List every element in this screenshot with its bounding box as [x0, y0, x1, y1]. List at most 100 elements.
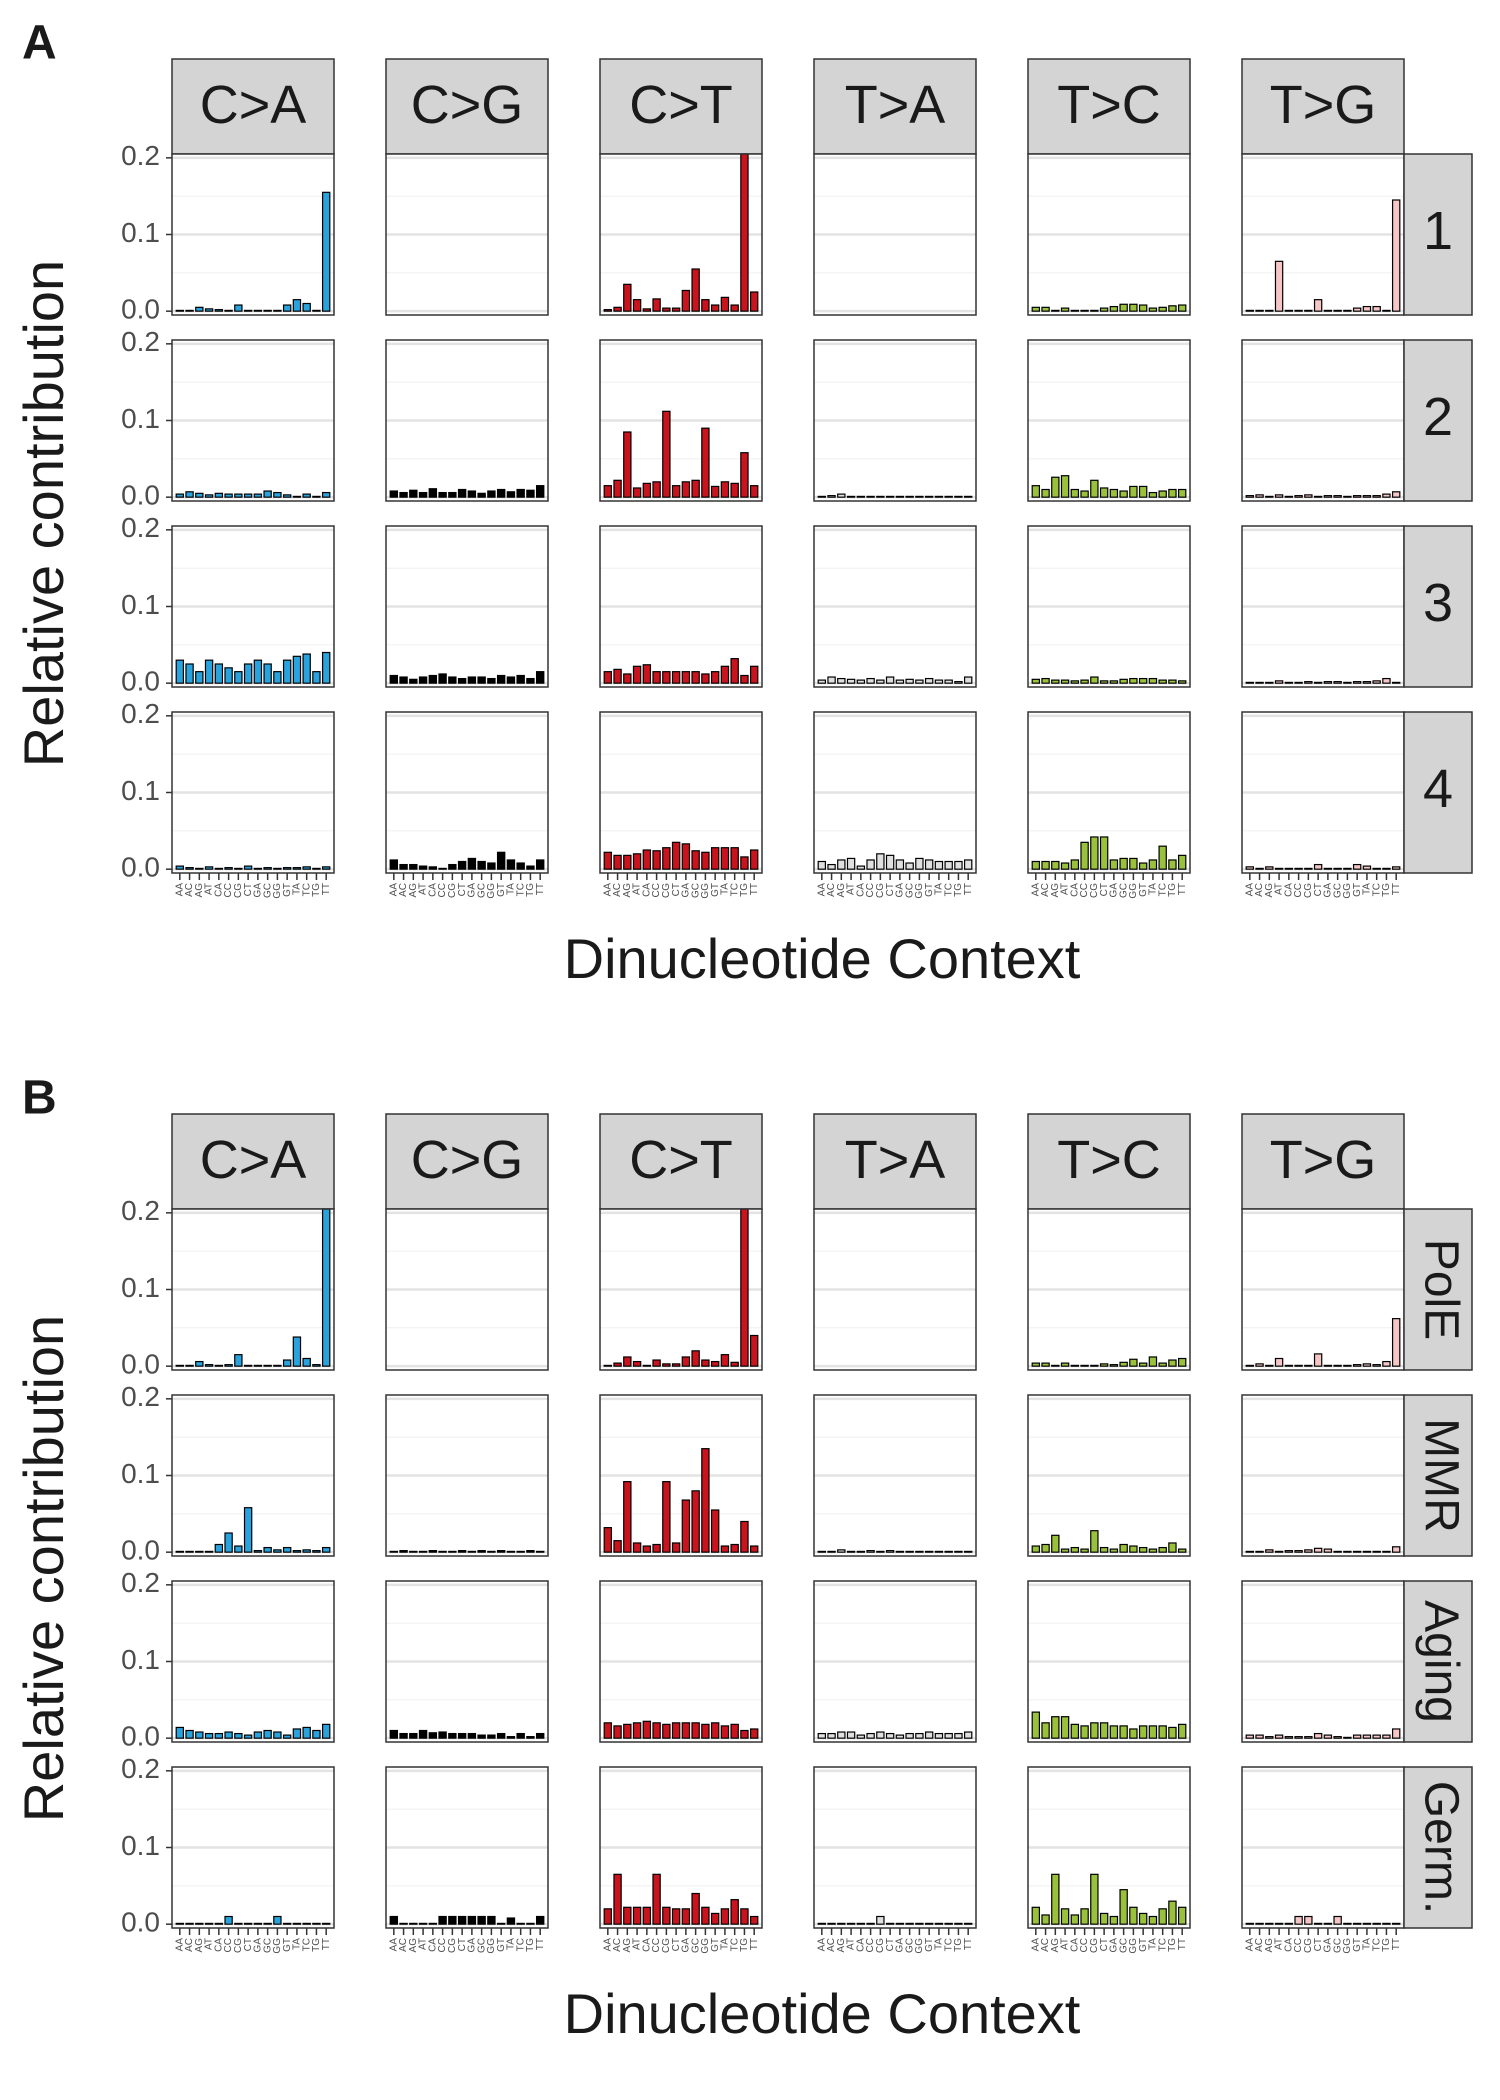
bar	[866, 859, 875, 870]
x-tick-label: AG	[194, 883, 205, 898]
y-tick-label: 0.0	[121, 1349, 160, 1380]
bar	[1051, 860, 1060, 870]
bar	[662, 410, 671, 498]
bar	[1090, 1873, 1099, 1925]
row-strip	[1403, 1580, 1473, 1743]
bar	[603, 485, 613, 498]
bar	[944, 1732, 953, 1739]
facet-strip	[385, 1113, 549, 1210]
bar	[1138, 677, 1148, 684]
bar	[749, 665, 759, 684]
bar	[496, 1732, 506, 1739]
bar	[1294, 681, 1303, 684]
bar	[730, 304, 739, 312]
bar	[1051, 1534, 1060, 1553]
x-tick-label: TA	[1362, 883, 1373, 895]
bar	[399, 1732, 408, 1739]
bar	[418, 865, 428, 870]
x-tick-label: AA	[1030, 1938, 1041, 1952]
bar	[1090, 836, 1099, 870]
bar	[905, 862, 914, 870]
bar	[905, 495, 914, 498]
bar	[302, 1549, 311, 1553]
bar	[934, 1732, 944, 1739]
bar-group	[1245, 1728, 1401, 1739]
bar	[1382, 1360, 1391, 1367]
bar	[749, 1334, 759, 1367]
bar	[1352, 1550, 1362, 1553]
bar	[915, 857, 924, 870]
y-tick-label: 0.0	[121, 1535, 160, 1566]
bar	[1119, 1725, 1128, 1739]
bar	[506, 1917, 516, 1925]
bar	[1362, 865, 1372, 870]
bar	[1343, 681, 1352, 684]
bar	[954, 1550, 963, 1553]
bar	[817, 495, 827, 498]
x-tick-label: TA	[506, 1938, 517, 1950]
x-tick-label: AT	[632, 883, 643, 895]
bar	[885, 1922, 895, 1925]
bar	[1284, 1364, 1294, 1367]
bar	[234, 493, 243, 498]
bar	[312, 1922, 321, 1925]
bar	[1382, 309, 1391, 312]
bar	[1070, 1914, 1080, 1925]
x-tick-label: AT	[1274, 1938, 1285, 1950]
facet-strip-label: C>A	[200, 75, 307, 135]
x-tick-label: CT	[1313, 883, 1324, 896]
bar	[428, 1732, 438, 1739]
bar	[866, 495, 875, 498]
bar	[1284, 1736, 1294, 1739]
bar	[1080, 1908, 1089, 1925]
bar	[1391, 1922, 1401, 1925]
bar	[1119, 1361, 1128, 1367]
bar	[1323, 867, 1333, 870]
x-tick-label: AA	[174, 883, 185, 897]
bar	[175, 1364, 185, 1367]
x-tick-label: AC	[612, 883, 623, 897]
x-tick-label: CA	[213, 1938, 224, 1952]
bar	[1245, 681, 1255, 684]
x-tick-label: AC	[826, 883, 837, 897]
bar	[516, 1550, 525, 1553]
bar	[613, 1873, 622, 1925]
bar	[1352, 495, 1362, 498]
bar	[691, 1892, 700, 1925]
bar	[1245, 866, 1255, 870]
bar	[292, 1728, 302, 1739]
x-tick-label: TA	[292, 883, 303, 895]
bar	[701, 1448, 710, 1553]
bar-group	[817, 676, 973, 684]
bar	[1168, 488, 1177, 498]
bar	[1060, 1548, 1070, 1553]
x-tick-label: TG	[953, 883, 964, 897]
x-tick-label: TT	[963, 883, 974, 895]
bar	[1362, 1550, 1372, 1553]
bar	[292, 1550, 302, 1553]
bar	[438, 673, 447, 684]
bar	[740, 1208, 749, 1367]
x-tick-label: GT	[1138, 1938, 1149, 1952]
bar-group	[817, 1915, 973, 1925]
bar	[1129, 1728, 1138, 1739]
bar	[1148, 859, 1158, 870]
bar	[1255, 309, 1264, 312]
bar	[389, 490, 399, 498]
bar	[905, 1550, 914, 1553]
bar	[866, 677, 875, 684]
bar	[837, 677, 846, 684]
y-tick-label: 0.0	[121, 294, 160, 325]
bar	[885, 676, 895, 684]
bar	[302, 653, 311, 684]
bar	[1070, 1546, 1080, 1553]
y-tick-label: 0.0	[121, 666, 160, 697]
facet-strip-label: C>T	[629, 1130, 733, 1190]
bar	[1060, 307, 1070, 312]
x-tick-label: AC	[826, 1938, 837, 1952]
x-tick-label: TC	[1371, 1938, 1382, 1951]
bar	[1148, 1356, 1158, 1367]
bar	[302, 866, 311, 870]
bar	[623, 283, 632, 312]
row-strip-label: 2	[1423, 387, 1453, 447]
